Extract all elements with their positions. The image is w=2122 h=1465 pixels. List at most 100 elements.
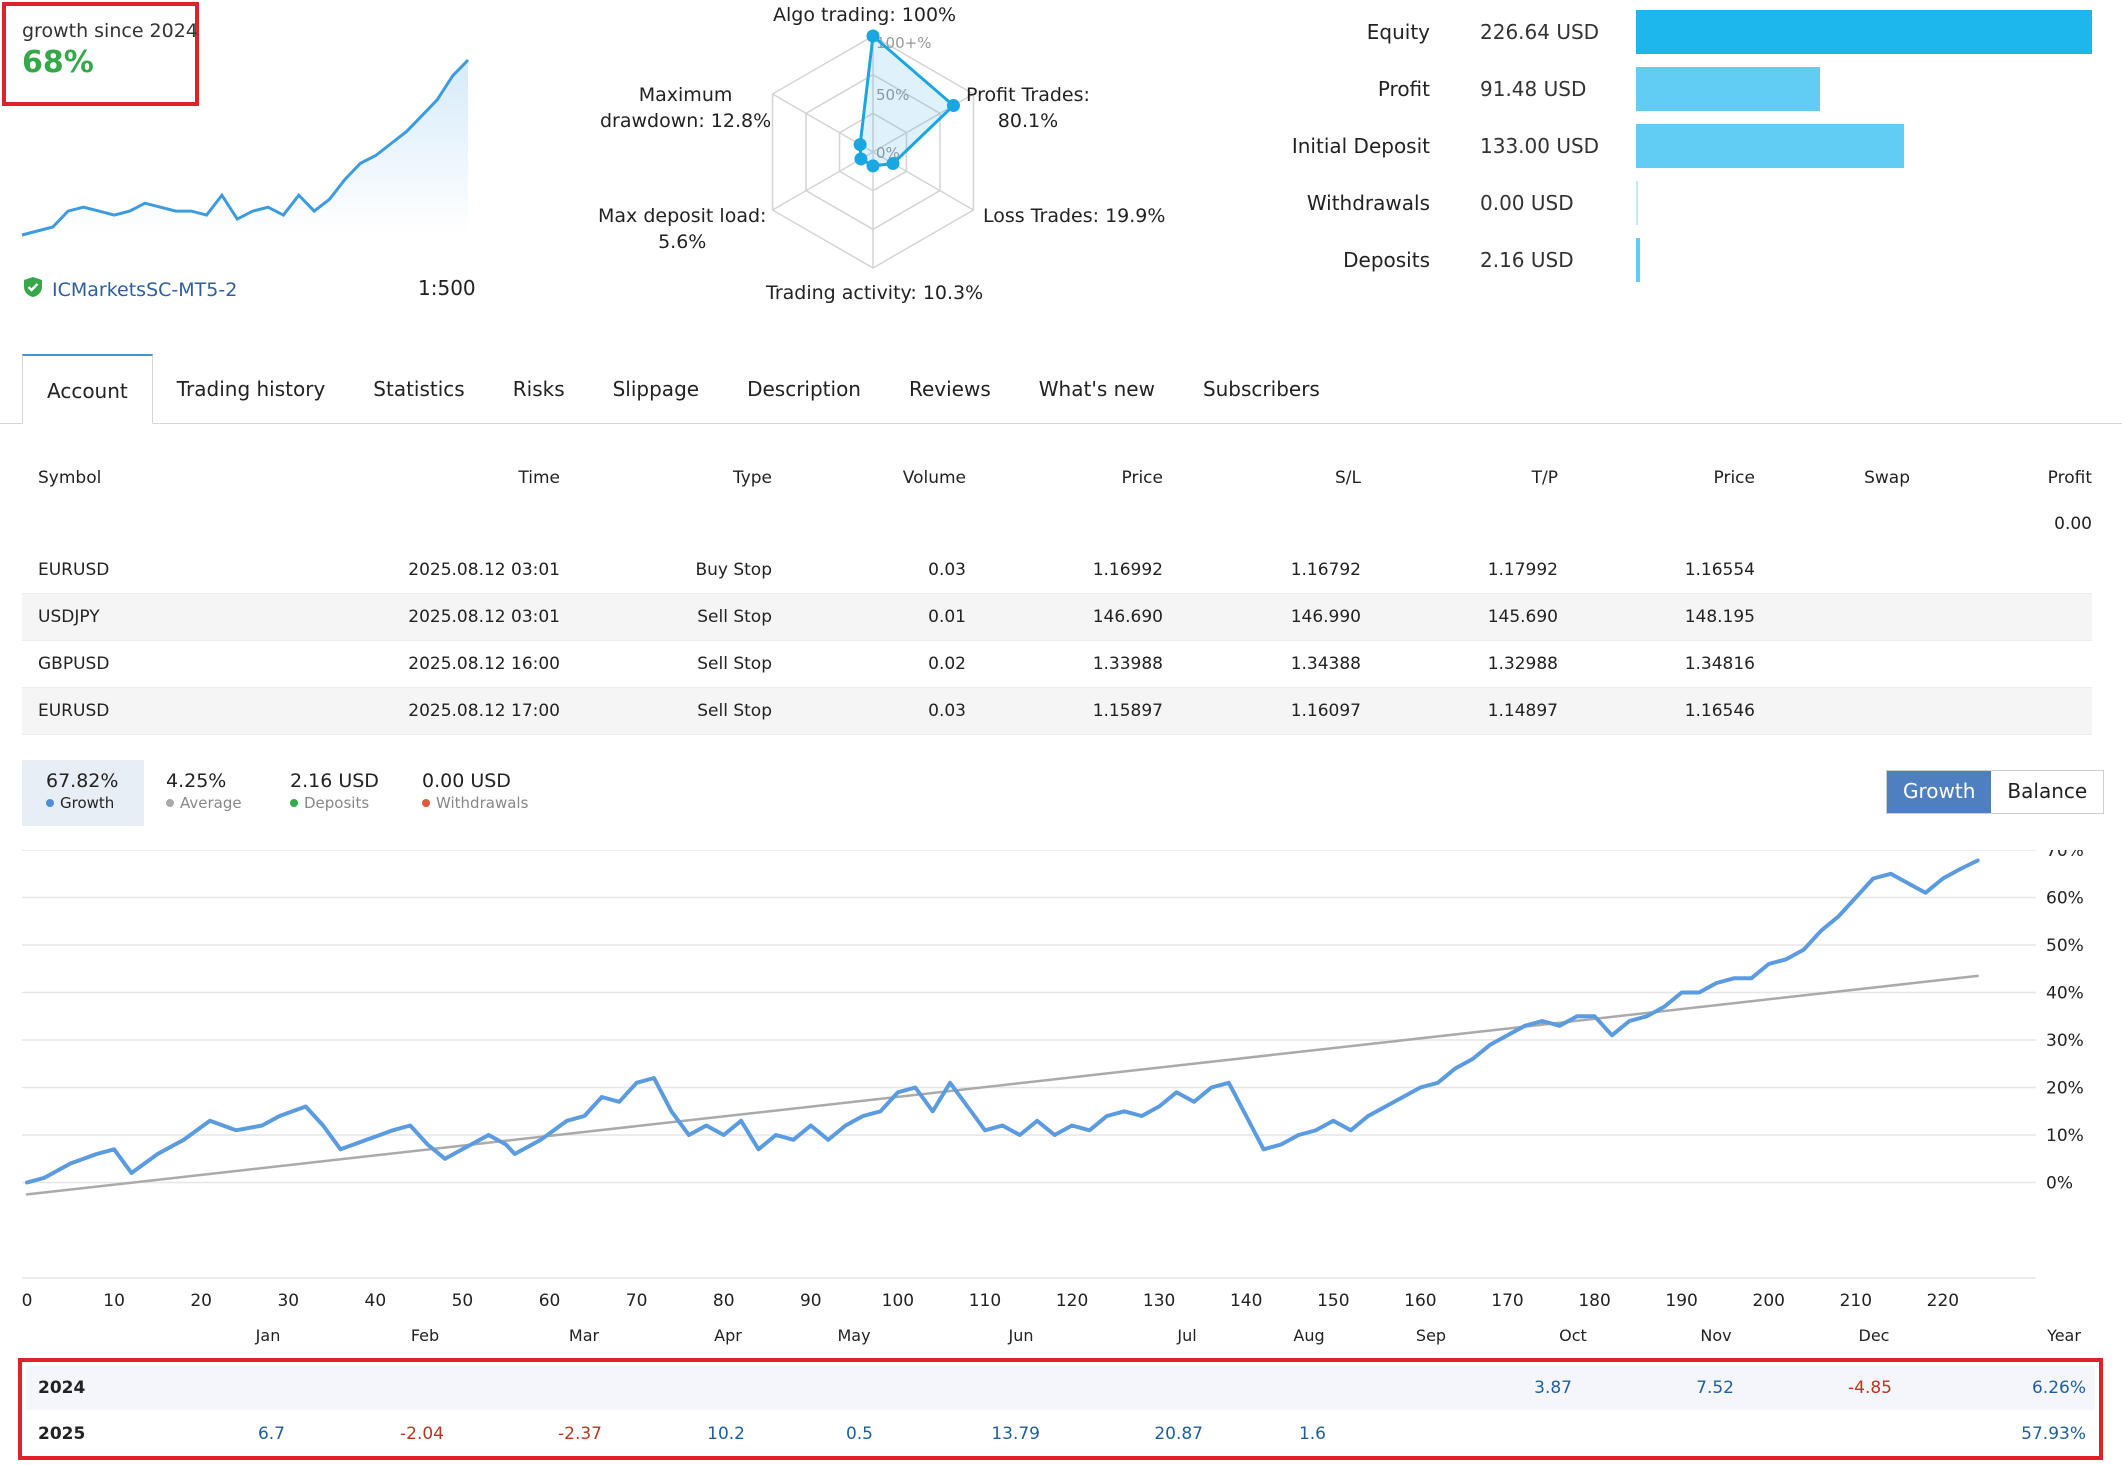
x-tick-label-10: 100 xyxy=(882,1291,914,1311)
deposits-bar xyxy=(1636,238,1641,282)
x-tick-label-12: 120 xyxy=(1056,1291,1088,1311)
table-row[interactable]: EURUSD 2025.08.12 17:00 Sell Stop 0.03 1.158… xyxy=(22,688,2092,735)
x-tick-label-17: 170 xyxy=(1491,1291,1523,1311)
table-cell-tp: 1.14897 xyxy=(1487,701,1558,721)
table-cell-symbol: USDJPY xyxy=(38,607,100,627)
year-row-2025: 2025 6.7 -2.04 -2.37 10.2 0.5 13.79 20.87 1.6 57… xyxy=(26,1412,2095,1456)
col-sl: S/L xyxy=(1335,468,1361,488)
col-symbol: Symbol xyxy=(38,468,102,488)
stat-growth[interactable]: 67.82% Growth xyxy=(46,770,118,812)
stat-withdrawals[interactable]: 0.00 USD Withdrawals xyxy=(422,770,528,812)
average-dot-icon xyxy=(166,799,174,807)
x-tick-label-18: 180 xyxy=(1578,1291,1610,1311)
tab-account[interactable]: Account xyxy=(22,354,153,424)
tab-whats-new[interactable]: What's new xyxy=(1038,377,1155,401)
month-header-year: Year xyxy=(2047,1326,2081,1345)
tab-reviews[interactable]: Reviews xyxy=(908,377,991,401)
withdrawals-bar xyxy=(1636,181,1638,225)
table-cell-price: 1.16554 xyxy=(1684,560,1755,580)
table-cell-price: 148.195 xyxy=(1684,607,1755,627)
radar-label-loss-trades: Loss Trades: 19.9% xyxy=(983,205,1166,227)
y-tick-label-3: 40% xyxy=(2046,984,2084,1004)
table-row[interactable]: EURUSD 2025.08.12 03:01 Buy Stop 0.03 1.1699… xyxy=(22,547,2092,594)
col-price: Price xyxy=(1121,468,1163,488)
stat-average[interactable]: 4.25% Average xyxy=(166,770,242,812)
month-header-jul: Jul xyxy=(1177,1326,1197,1345)
tab-risks[interactable]: Risks xyxy=(512,377,565,401)
account-row-profit: Profit 91.48 USD xyxy=(1180,65,2110,113)
monthly-value: 7.52 xyxy=(1696,1378,1734,1398)
month-header-oct: Oct xyxy=(1559,1326,1587,1345)
x-tick-label-8: 80 xyxy=(713,1291,735,1311)
profit-value: 91.48 USD xyxy=(1480,77,1587,101)
growth-toggle-button[interactable]: Growth xyxy=(1887,771,1992,813)
x-tick-label-15: 150 xyxy=(1317,1291,1349,1311)
broker-row[interactable]: ICMarketsSC-MT5-2 xyxy=(22,276,237,303)
growth-caption: growth since 2024 xyxy=(22,20,198,42)
col-volume: Volume xyxy=(902,468,966,488)
tab-statistics[interactable]: Statistics xyxy=(373,377,465,401)
table-cell-sl: 1.16792 xyxy=(1290,560,1361,580)
broker-server-link[interactable]: ICMarketsSC-MT5-2 xyxy=(52,278,238,301)
stat-withdrawals-label: Withdrawals xyxy=(436,794,529,812)
stat-deposits-value: 2.16 USD xyxy=(290,770,379,792)
x-tick-label-11: 110 xyxy=(969,1291,1001,1311)
stat-growth-label: Growth xyxy=(60,794,115,812)
stat-withdrawals-value: 0.00 USD xyxy=(422,770,511,792)
table-cell-price: 146.690 xyxy=(1092,607,1163,627)
x-tick-label-2: 20 xyxy=(190,1291,212,1311)
tabs-divider xyxy=(0,423,2122,424)
month-header-aug: Aug xyxy=(1293,1326,1325,1345)
x-tick-label-0: 0 xyxy=(22,1291,33,1311)
x-tick-label-3: 30 xyxy=(277,1291,299,1311)
col-current-price: Price xyxy=(1713,468,1755,488)
tab-description[interactable]: Description xyxy=(747,377,861,401)
tab-trading-history[interactable]: Trading history xyxy=(176,377,326,401)
x-tick-label-6: 60 xyxy=(539,1291,561,1311)
x-tick-label-16: 160 xyxy=(1404,1291,1436,1311)
monthly-value: -2.04 xyxy=(400,1424,444,1444)
profit-total: 0.00 xyxy=(2054,514,2092,534)
table-cell-price: 1.16546 xyxy=(1684,701,1755,721)
table-cell-volume: 0.03 xyxy=(928,560,966,580)
y-tick-label-1: 60% xyxy=(2046,889,2084,909)
x-tick-label-13: 130 xyxy=(1143,1291,1175,1311)
monthly-value: 0.5 xyxy=(845,1424,873,1444)
year-row-2024: 2024 3.87 7.52 -4.85 6.26% xyxy=(26,1366,2095,1410)
x-tick-label-21: 210 xyxy=(1840,1291,1872,1311)
stat-deposits[interactable]: 2.16 USD Deposits xyxy=(290,770,379,812)
account-row-withdrawals: Withdrawals 0.00 USD xyxy=(1180,179,2110,227)
month-header-jun: Jun xyxy=(1008,1326,1034,1345)
deposits-dot-icon xyxy=(290,799,298,807)
withdrawals-value: 0.00 USD xyxy=(1480,191,1574,215)
table-cell-time: 2025.08.12 16:00 xyxy=(408,654,560,674)
table-row[interactable]: GBPUSD 2025.08.12 16:00 Sell Stop 0.02 1.339… xyxy=(22,641,2092,688)
table-cell-symbol: EURUSD xyxy=(38,560,110,580)
y-tick-label-4: 30% xyxy=(2046,1031,2084,1051)
table-row[interactable]: USDJPY 2025.08.12 03:01 Sell Stop 0.01 146.6… xyxy=(22,594,2092,641)
month-header-mar: Mar xyxy=(568,1326,600,1345)
account-row-deposits: Deposits 2.16 USD xyxy=(1180,236,2110,284)
x-tick-label-4: 40 xyxy=(365,1291,387,1311)
monthly-value: 20.87 xyxy=(1154,1424,1203,1444)
y-tick-label-5: 20% xyxy=(2046,1079,2084,1099)
radar-ring-label-1: 50% xyxy=(876,86,909,104)
tab-slippage[interactable]: Slippage xyxy=(612,377,700,401)
col-time: Time xyxy=(518,468,560,488)
growth-highlight-box xyxy=(2,2,199,106)
radar-point-3 xyxy=(866,159,880,173)
table-cell-volume: 0.01 xyxy=(928,607,966,627)
table-cell-sl: 146.990 xyxy=(1290,607,1361,627)
tab-subscribers[interactable]: Subscribers xyxy=(1202,377,1320,401)
radar-point-5 xyxy=(853,138,867,152)
balance-toggle-button[interactable]: Balance xyxy=(2007,779,2088,803)
monthly-value: 6.7 xyxy=(257,1424,285,1444)
x-tick-label-1: 10 xyxy=(103,1291,125,1311)
risk-radar-chart: 100+%50%0% xyxy=(771,29,975,269)
col-profit: Profit xyxy=(2047,468,2092,488)
table-cell-price: 1.34816 xyxy=(1684,654,1755,674)
mini-growth-chart xyxy=(21,58,470,237)
table-cell-tp: 1.17992 xyxy=(1487,560,1558,580)
col-swap: Swap xyxy=(1864,468,1910,488)
x-tick-label-19: 190 xyxy=(1665,1291,1697,1311)
